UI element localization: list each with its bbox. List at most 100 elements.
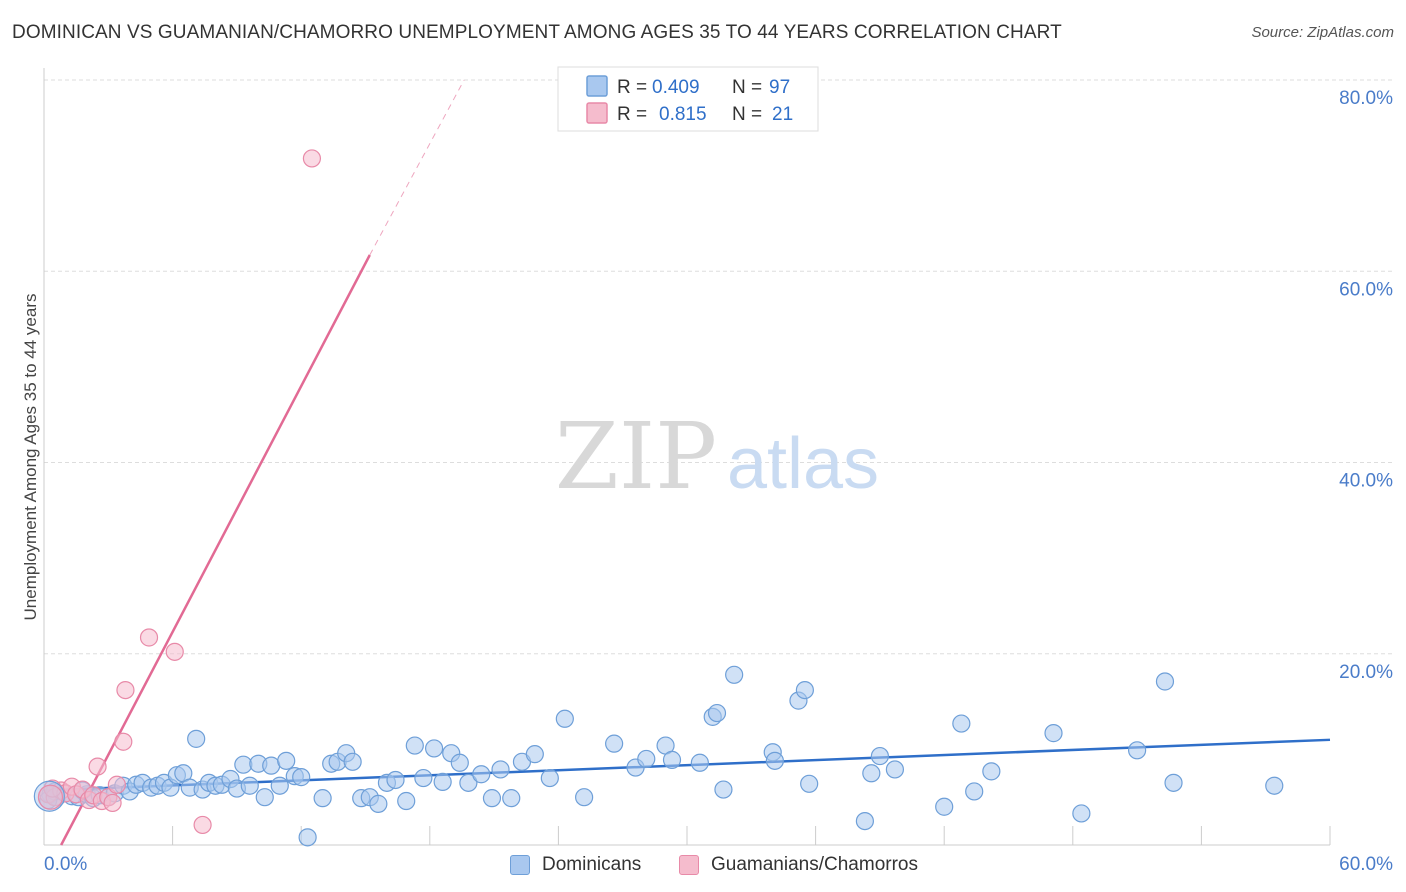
guamanian-cluster-point (37, 784, 64, 810)
dominican-point (1265, 776, 1284, 795)
dominican-point (707, 703, 727, 723)
dominican-point (424, 739, 444, 758)
guamanian-point (88, 757, 107, 776)
tick-label-layer: 20.0% 40.0% 60.0% 80.0% 0.0% 60.0% (44, 88, 1393, 875)
y-tick-label: 20.0% (1339, 662, 1393, 683)
dominican-point (277, 751, 296, 770)
dominican-point (1164, 773, 1183, 792)
dominican-point (414, 768, 433, 788)
dominican-point (855, 811, 874, 831)
legend-bottom-swatch-dominicans (510, 855, 530, 875)
chart-title: DOMINICAN VS GUAMANIAN/CHAMORRO UNEMPLOY… (12, 22, 1062, 43)
axis-layer (43, 68, 1331, 846)
dominican-point (795, 680, 814, 700)
watermark-zip: ZIP (555, 403, 717, 510)
dominican-point (885, 760, 905, 779)
dominican-point (450, 753, 469, 772)
dominican-point (386, 770, 405, 790)
legend-swatch-dominicans (586, 75, 608, 97)
dominican-point (662, 750, 682, 769)
dominican-point (555, 709, 574, 728)
guamanian-trend-extension (369, 79, 465, 256)
dominican-point (187, 729, 206, 748)
dominican-point (313, 789, 332, 808)
legend-n-value-dominicans: 97 (769, 77, 790, 98)
dominican-point (240, 776, 259, 795)
dominican-point (405, 736, 424, 755)
dominican-point (525, 745, 544, 764)
dominican-point (502, 789, 521, 808)
x-tick-label: 0.0% (44, 854, 87, 875)
guamanian-point (103, 793, 122, 813)
legend-bottom-label-guamanians: Guamanians/Chamorros (711, 854, 918, 875)
guamanian-point (114, 732, 133, 751)
y-axis-label: Unemployment Among Ages 35 to 44 years (21, 294, 40, 621)
guamanian-point (139, 628, 159, 647)
legend-r-value-guamanians: 0.815 (659, 104, 707, 125)
legend-r-value-dominicans: 0.409 (652, 77, 700, 98)
dominican-point (292, 768, 311, 787)
guamanian-point (116, 680, 135, 700)
guamanian-trend-line (60, 254, 371, 846)
watermark: ZIP atlas (555, 403, 879, 510)
legend-r-label-guamanians: R = (617, 104, 647, 125)
trend-layer (43, 79, 1331, 846)
legend-bottom-swatch-guamanians (679, 855, 699, 875)
x-tick-label: 60.0% (1339, 854, 1393, 875)
source-label: Source: ZipAtlas.com (1251, 24, 1394, 41)
dominican-point (270, 776, 289, 795)
legend-n-value-guamanians: 21 (772, 104, 793, 125)
dominican-point (765, 751, 784, 770)
dominican-point (343, 752, 362, 771)
dominican-point (1072, 804, 1091, 823)
legend-bottom-item-dominicans: Dominicans (510, 850, 641, 880)
dominican-point (690, 753, 709, 772)
dominican-point (397, 791, 416, 811)
grid-layer (44, 79, 1392, 655)
dominican-point (298, 828, 317, 847)
dominican-point (870, 746, 890, 766)
legend-top: R = 0.409 N = 97 R = 0.815 N = 21 (557, 66, 819, 132)
guamanian-point (165, 642, 184, 661)
guamanian-point (302, 149, 322, 168)
legend-bottom-item-guamanians: Guamanians/Chamorros (679, 850, 918, 880)
dominican-point (1155, 672, 1175, 691)
dominican-trend-line (43, 738, 1331, 792)
legend-n-label-guamanians: N = (732, 104, 762, 125)
dominican-point (491, 760, 510, 779)
dominican-point (714, 780, 733, 799)
y-tick-label: 60.0% (1339, 279, 1393, 300)
dominican-point (800, 774, 819, 793)
dominican-point (369, 794, 388, 813)
dominican-point (965, 782, 984, 801)
watermark-atlas: atlas (727, 424, 879, 504)
dominican-point (472, 765, 491, 784)
dominican-point (234, 755, 253, 774)
legend-n-label-dominicans: N = (732, 77, 762, 98)
dominican-point (1044, 724, 1063, 743)
legend-bottom-label-dominicans: Dominicans (542, 854, 642, 875)
guamanian-point (107, 775, 126, 794)
guamanian-point (193, 815, 212, 835)
dominican-point (637, 749, 656, 769)
dominican-point (952, 714, 971, 733)
legend-swatch-guamanians (586, 102, 608, 124)
dominican-point (1127, 741, 1147, 760)
dominican-point (255, 788, 274, 807)
dominican-point (459, 773, 478, 792)
dominican-point (935, 797, 954, 816)
dominican-point (575, 788, 594, 807)
legend-bottom: Dominicans Guamanians/Chamorros (0, 850, 1406, 880)
dominican-point (433, 772, 452, 791)
dominican-point (605, 734, 624, 753)
dominican-point (482, 789, 502, 808)
points-layer (33, 149, 1284, 847)
dominican-point (540, 768, 559, 788)
y-tick-label: 80.0% (1339, 88, 1393, 109)
dominican-point (862, 764, 881, 783)
legend-r-label-dominicans: R = (617, 77, 647, 98)
dominican-point (982, 762, 1001, 781)
dominican-point (262, 756, 281, 775)
dominican-point (725, 665, 744, 684)
